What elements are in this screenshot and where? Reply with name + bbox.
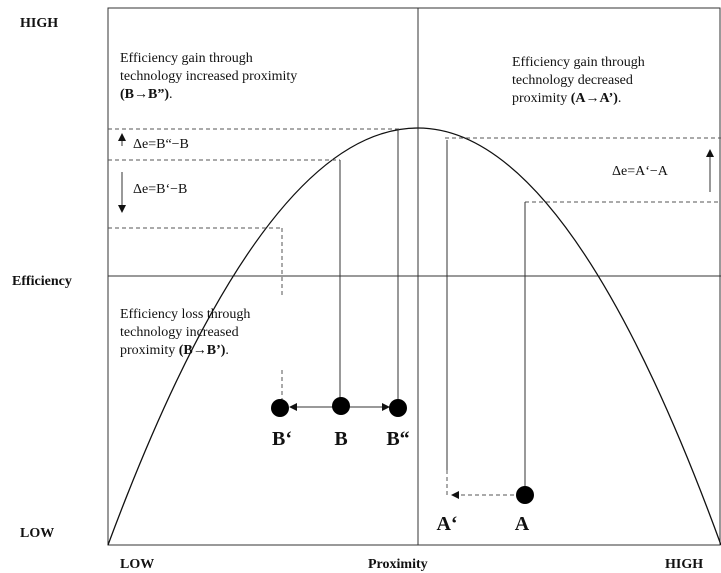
axis-label: LOW <box>120 557 154 572</box>
guides <box>108 128 721 499</box>
axis-label: Proximity <box>368 557 428 572</box>
note: proximity (B→B’). <box>120 343 229 358</box>
axis-label: HIGH <box>665 557 703 572</box>
point-label: B <box>334 428 347 450</box>
delta: Δe=B“−B <box>133 137 189 152</box>
note: technology increased proximity <box>120 69 297 84</box>
point-label: B“ <box>386 428 409 450</box>
point-label: A <box>515 513 530 535</box>
delta: Δe=B‘−B <box>133 182 187 197</box>
curve <box>107 127 721 546</box>
points <box>271 397 534 504</box>
note: technology increased <box>120 325 239 340</box>
point-label: A‘ <box>436 513 457 535</box>
axis-label: HIGH <box>20 16 58 31</box>
note: Efficiency gain through <box>512 55 645 70</box>
note: technology decreased <box>512 73 633 88</box>
axis-label: LOW <box>20 526 54 541</box>
delta: Δe=A‘−A <box>612 164 669 179</box>
point-label: B‘ <box>272 428 292 450</box>
note: Efficiency loss through <box>120 307 250 322</box>
note: Efficiency gain through <box>120 51 253 66</box>
note: proximity (A→A’). <box>512 91 621 106</box>
note: (B→B”). <box>120 87 173 102</box>
axis-label: Efficiency <box>12 274 72 289</box>
